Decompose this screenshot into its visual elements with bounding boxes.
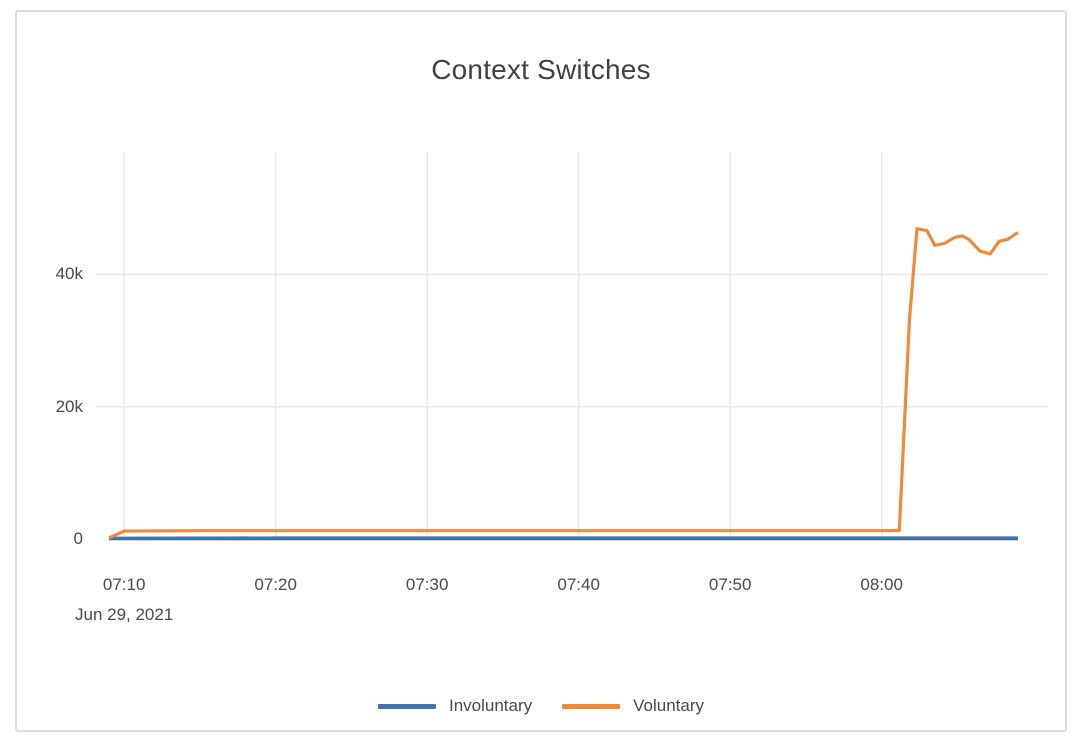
legend-item-label: Involuntary <box>448 696 533 715</box>
y-tick-label: 40k <box>55 264 83 284</box>
legend: Involuntary Voluntary <box>17 696 1065 716</box>
x-tick-label: 07:20 <box>254 575 297 594</box>
legend-line-swatch-icon <box>562 703 621 709</box>
x-tick-label: 07:50 <box>708 575 752 594</box>
gridlines <box>95 152 1048 539</box>
y-tick-label: 20k <box>55 396 83 416</box>
x-tick-label: 07:10 <box>102 575 146 594</box>
legend-item-label: Voluntary <box>633 696 705 715</box>
series-line-voluntary <box>108 227 1019 540</box>
chart-title: Context Switches <box>431 54 651 85</box>
legend-item-voluntary[interactable]: Voluntary <box>562 696 704 716</box>
x-tick-label: 08:00 <box>860 575 903 594</box>
y-tick-label: 0 <box>73 529 83 548</box>
x-axis-date-label: Jun 29, 2021 <box>74 605 174 624</box>
chart-card: Context Switches Jun 29, 2021 Involuntar… <box>15 10 1067 732</box>
x-tick-label: 07:30 <box>405 575 449 594</box>
legend-line-swatch-icon <box>377 703 436 709</box>
x-tick-label: 07:40 <box>557 575 600 594</box>
legend-item-involuntary[interactable]: Involuntary <box>377 696 533 716</box>
chart-canvas[interactable] <box>17 12 1065 730</box>
